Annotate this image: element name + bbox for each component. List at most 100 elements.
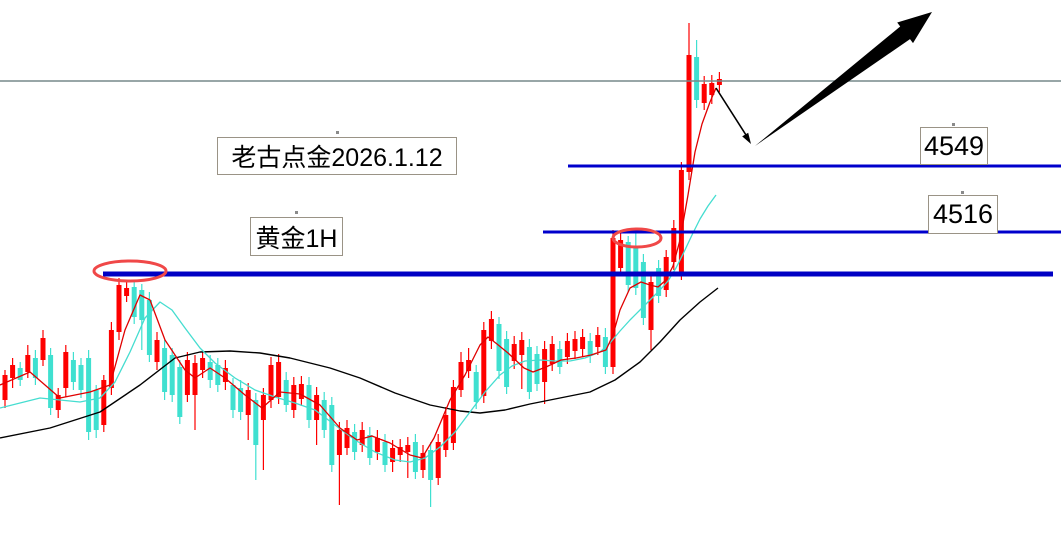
candle <box>625 242 631 285</box>
candle <box>200 358 206 370</box>
candle <box>709 83 715 95</box>
ma-fast-line <box>0 87 717 459</box>
candle <box>169 355 175 395</box>
candle <box>131 287 137 317</box>
candle <box>359 430 365 445</box>
symbol-anchor-dot <box>295 211 298 214</box>
candle <box>230 385 236 410</box>
candle <box>443 415 449 450</box>
candle <box>428 450 434 480</box>
candle <box>504 339 510 387</box>
candle <box>526 347 532 392</box>
candle <box>245 390 251 415</box>
candle <box>488 319 494 341</box>
candle <box>405 445 411 452</box>
candle <box>276 362 282 397</box>
candle <box>481 330 487 396</box>
candle <box>238 388 244 412</box>
candle <box>192 363 198 395</box>
candle <box>344 428 350 448</box>
lvl4516-anchor-dot <box>961 191 964 194</box>
candle <box>10 365 16 378</box>
highlight-breakout-ellipse[interactable] <box>611 227 663 249</box>
candle <box>716 79 722 85</box>
candle <box>549 344 555 364</box>
candle <box>177 367 183 417</box>
candle <box>162 348 168 392</box>
candle <box>694 57 700 100</box>
candle <box>124 288 130 296</box>
candle <box>435 442 441 478</box>
candle <box>139 290 145 320</box>
candle <box>48 355 54 408</box>
candle <box>32 358 38 378</box>
candle <box>595 335 601 347</box>
candle <box>511 344 517 361</box>
candle <box>108 330 114 388</box>
candle <box>184 360 190 395</box>
candle <box>78 365 84 390</box>
candle <box>314 395 320 420</box>
candle <box>93 390 99 430</box>
candle <box>458 362 464 390</box>
projection-up-arrow[interactable] <box>755 12 932 146</box>
candle <box>367 435 373 458</box>
candle <box>222 368 228 382</box>
candle <box>557 349 563 367</box>
symbol-timeframe-label[interactable]: 黄金1H <box>250 217 343 256</box>
candle <box>640 262 646 318</box>
candle <box>466 360 472 371</box>
candle <box>542 349 548 382</box>
candle <box>55 395 61 410</box>
watermark-label[interactable]: 老古点金2026.1.12 <box>217 137 457 175</box>
candle <box>70 360 76 382</box>
candle <box>572 339 578 351</box>
pullback-arrow-shaft[interactable] <box>715 87 747 136</box>
ma-slow-line <box>0 287 719 439</box>
candle <box>671 228 677 262</box>
highlight-left-peak-ellipse[interactable] <box>92 259 168 283</box>
candle <box>101 380 107 425</box>
candle <box>40 338 46 360</box>
candle <box>352 432 358 452</box>
candle <box>678 170 684 272</box>
price-label-4549[interactable]: 4549 <box>920 127 988 165</box>
candle <box>306 385 312 420</box>
candle <box>146 300 152 355</box>
candle <box>450 387 456 443</box>
candle <box>610 238 616 367</box>
candle <box>633 248 639 288</box>
ma-mid-line <box>0 194 717 463</box>
candle <box>397 447 403 455</box>
candle <box>253 400 259 445</box>
candle <box>519 340 525 355</box>
candle <box>321 400 327 430</box>
candle <box>602 337 608 367</box>
lvl4549-anchor-dot <box>952 123 955 126</box>
candle <box>648 282 654 330</box>
candle <box>382 442 388 465</box>
candle <box>63 352 69 388</box>
candle <box>86 358 92 432</box>
candle <box>420 453 426 470</box>
candle <box>329 405 335 465</box>
watermark-anchor-dot <box>336 131 339 134</box>
candle <box>215 365 221 385</box>
candle <box>291 385 297 410</box>
candle <box>25 355 31 372</box>
candle <box>17 368 23 380</box>
candle <box>390 448 396 462</box>
pullback-arrow-head[interactable] <box>742 132 751 144</box>
candle <box>336 430 342 455</box>
candle <box>298 384 304 399</box>
candle <box>587 341 593 355</box>
candle <box>534 354 540 384</box>
candle <box>686 55 692 172</box>
candle <box>656 268 662 296</box>
candle <box>701 84 707 103</box>
candle <box>473 372 479 402</box>
price-label-4516[interactable]: 4516 <box>928 195 998 234</box>
candle <box>116 285 122 332</box>
